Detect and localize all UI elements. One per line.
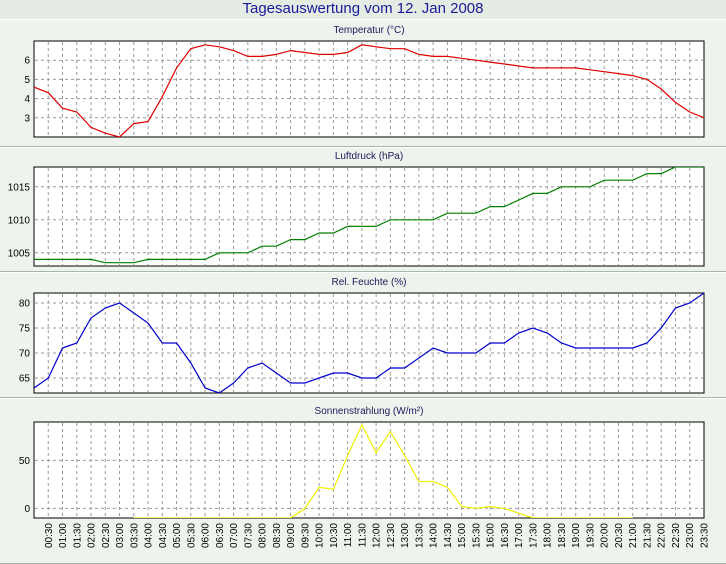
x-tick-label: 15:30 xyxy=(471,523,482,548)
x-tick-label: 01:00 xyxy=(58,523,69,548)
x-tick-label: 21:00 xyxy=(628,523,639,548)
x-tick-label: 17:00 xyxy=(514,523,525,548)
y-tick-label-pressure: 1015 xyxy=(8,182,31,193)
panel-title-temperature: Temperatur (°C) xyxy=(333,25,404,36)
panel-solar: Sonnenstrahlung (W/m²) 0 50 xyxy=(19,406,705,519)
y-tick-label-pressure: 1010 xyxy=(8,215,31,226)
y-tick-label-solar: 0 xyxy=(24,504,30,515)
panel-title-humidity: Rel. Feuchte (%) xyxy=(331,277,406,288)
x-tick-label: 02:30 xyxy=(101,523,112,548)
x-tick-label: 10:30 xyxy=(329,523,340,548)
x-tick-label: 23:00 xyxy=(685,523,696,548)
x-tick-label: 17:30 xyxy=(528,523,539,548)
panel-title-solar: Sonnenstrahlung (W/m²) xyxy=(315,406,424,417)
x-tick-label: 07:00 xyxy=(229,523,240,548)
x-tick-label: 16:00 xyxy=(486,523,497,548)
x-tick-label: 19:30 xyxy=(585,523,596,548)
x-tick-label: 16:30 xyxy=(500,523,511,548)
x-tick-label: 08:30 xyxy=(272,523,283,548)
y-tick-label-humidity: 70 xyxy=(19,349,31,360)
x-tick-label: 23:30 xyxy=(700,523,711,548)
x-tick-label: 12:30 xyxy=(386,523,397,548)
plot-area-humidity xyxy=(33,292,705,394)
panel-title-pressure: Luftdruck (hPa) xyxy=(335,151,403,162)
x-tick-label: 14:00 xyxy=(429,523,440,548)
x-tick-label: 09:00 xyxy=(286,523,297,548)
series-line-solar xyxy=(133,423,633,518)
y-tick-label-humidity: 65 xyxy=(19,374,31,385)
y-tick-label-temperature: 3 xyxy=(24,113,30,124)
y-tick-label-solar: 50 xyxy=(19,456,31,467)
x-tick-label: 21:30 xyxy=(642,523,653,548)
x-tick-label: 02:00 xyxy=(87,523,98,548)
x-tick-label: 13:30 xyxy=(414,523,425,548)
x-tick-label: 18:00 xyxy=(543,523,554,548)
series-line-humidity xyxy=(34,293,704,393)
x-tick-label: 12:00 xyxy=(372,523,383,548)
x-tick-label: 20:30 xyxy=(614,523,625,548)
series-line-temperature xyxy=(34,44,704,137)
page-title: Tagesauswertung vom 12. Jan 2008 xyxy=(242,0,484,17)
y-tick-label-humidity: 80 xyxy=(19,299,31,310)
x-tick-label: 07:30 xyxy=(243,523,254,548)
x-tick-label: 05:00 xyxy=(172,523,183,548)
x-tick-label: 22:30 xyxy=(671,523,682,548)
y-tick-label-temperature: 5 xyxy=(24,75,30,86)
x-tick-label: 14:30 xyxy=(443,523,454,548)
x-tick-label: 03:30 xyxy=(129,523,140,548)
x-tick-label: 05:30 xyxy=(186,523,197,548)
series-line-pressure xyxy=(34,167,704,264)
x-tick-label: 06:30 xyxy=(215,523,226,548)
x-tick-label: 19:00 xyxy=(571,523,582,548)
x-tick-label: 09:30 xyxy=(300,523,311,548)
x-tick-label: 04:30 xyxy=(158,523,169,548)
x-tick-label: 01:30 xyxy=(72,523,83,548)
y-tick-label-humidity: 75 xyxy=(19,324,31,335)
x-tick-label: 11:00 xyxy=(343,523,354,548)
x-tick-label: 15:00 xyxy=(457,523,468,548)
y-tick-label-temperature: 4 xyxy=(24,94,30,105)
x-tick-label: 00:30 xyxy=(44,523,55,548)
panel-pressure: Luftdruck (hPa) 1005 1010 1015 xyxy=(8,151,705,267)
x-tick-label: 06:00 xyxy=(201,523,212,548)
y-tick-label-temperature: 6 xyxy=(24,56,30,67)
x-tick-label: 04:00 xyxy=(144,523,155,548)
panel-temperature: Temperatur (°C) 3 4 5 6 xyxy=(24,25,705,138)
plot-area-solar xyxy=(33,421,705,519)
x-tick-label: 22:00 xyxy=(657,523,668,548)
x-tick-label: 20:00 xyxy=(600,523,611,548)
plot-area-temperature xyxy=(33,40,705,138)
panel-humidity: Rel. Feuchte (%) 65 70 75 80 xyxy=(19,277,705,394)
x-tick-label: 18:30 xyxy=(557,523,568,548)
y-tick-label-pressure: 1005 xyxy=(8,248,31,259)
x-tick-label: 11:30 xyxy=(357,523,368,548)
x-tick-label: 03:00 xyxy=(115,523,126,548)
x-tick-label: 10:00 xyxy=(315,523,326,548)
x-tick-label: 08:00 xyxy=(258,523,269,548)
plot-area-pressure xyxy=(33,166,705,267)
x-tick-label: 13:00 xyxy=(400,523,411,548)
x-axis: 00:30 01:00 01:30 02:00 02:30 03:00 03:30 04:00… xyxy=(44,523,711,548)
